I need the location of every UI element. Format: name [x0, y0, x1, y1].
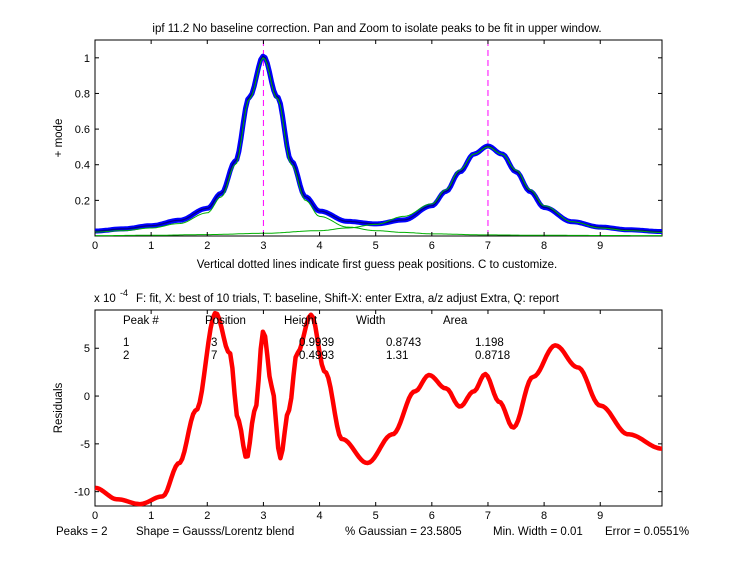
status-peaks: Peaks = 2	[56, 526, 107, 538]
table-row-1-area: 1.198	[475, 337, 504, 349]
bottom-x-tick-label: 7	[485, 510, 491, 522]
residual-header: x 10 -4 F: fit, X: best of 10 trials, T:…	[94, 288, 560, 305]
top-y-tick-label: 0.6	[75, 124, 90, 136]
top-x-tick-label: 9	[597, 240, 603, 252]
bottom-x-tick-label: 8	[541, 510, 547, 522]
top-x-tick-label: 4	[316, 240, 322, 252]
status-gaussian: % Gaussian = 23.5805	[345, 526, 462, 538]
table-row-2-height: 0.4993	[299, 350, 334, 362]
bottom-series-1-residual-markers	[94, 310, 663, 507]
results-table: Peak # Position Height Width Area 1 3 0.…	[123, 315, 510, 362]
bottom-plot-area[interactable]	[94, 309, 663, 507]
table-header-position: Position	[205, 315, 246, 327]
table-row-2-position: 7	[211, 350, 217, 362]
bottom-y-tick-label: -10	[74, 487, 90, 499]
bottom-y-tick-label: -5	[80, 439, 90, 451]
top-y-tick-label: 0.4	[75, 160, 90, 172]
top-y-tick-label: 0.2	[75, 195, 90, 207]
bottom-x-tick-label: 4	[316, 510, 322, 522]
table-row-2-peak: 2	[123, 350, 129, 362]
bottom-panel-title: F: fit, X: best of 10 trials, T: baselin…	[136, 293, 560, 305]
status-error: Error = 0.0551%	[605, 526, 689, 538]
table-header-area: Area	[443, 315, 468, 327]
table-header-peak: Peak #	[123, 315, 159, 327]
bottom-panel: x 10 -4 F: fit, X: best of 10 trials, T:…	[53, 288, 663, 522]
table-row-1-height: 0.9939	[299, 337, 334, 349]
bottom-x-tick-label: 3	[260, 510, 266, 522]
table-header-height: Height	[284, 315, 318, 327]
bottom-y-tick-label: 0	[84, 391, 90, 403]
table-header-width: Width	[356, 315, 385, 327]
exponent-label: x 10	[94, 293, 116, 305]
top-y-tick-label: 1	[84, 53, 90, 65]
table-row-2-width: 1.31	[386, 350, 408, 362]
top-panel: ipf 11.2 No baseline correction. Pan and…	[53, 23, 663, 271]
table-row-1-width: 0.8743	[386, 337, 421, 349]
top-x-tick-label: 3	[260, 240, 266, 252]
top-x-tick-label: 1	[148, 240, 154, 252]
table-row-2-area: 0.8718	[475, 350, 510, 362]
top-panel-title: ipf 11.2 No baseline correction. Pan and…	[152, 23, 601, 35]
bottom-x-tick-label: 2	[204, 510, 210, 522]
top-y-axis-label: + mode	[53, 119, 65, 158]
bottom-y-axis-label: Residuals	[53, 383, 65, 434]
top-series-4-component	[95, 146, 662, 237]
bottom-y-tick-label: 5	[84, 343, 90, 355]
status-shape: Shape = Gausss/Lorentz blend	[136, 526, 294, 538]
bottom-x-tick-label: 0	[92, 510, 98, 522]
top-x-tick-label: 5	[373, 240, 379, 252]
status-min-width: Min. Width = 0.01	[493, 526, 583, 538]
bottom-x-tick-label: 9	[597, 510, 603, 522]
status-line: Peaks = 2 Shape = Gausss/Lorentz blend %…	[56, 526, 689, 538]
top-x-axis-label: Vertical dotted lines indicate first gue…	[197, 259, 558, 271]
bottom-plot-marks: 0 1 2 3 4 5 6 7 8 9-10-505	[74, 310, 663, 522]
top-y-tick-label: 0.8	[75, 88, 90, 100]
top-plot-area[interactable]	[94, 39, 663, 237]
top-x-tick-label: 8	[541, 240, 547, 252]
top-x-tick-label: 2	[204, 240, 210, 252]
bottom-x-tick-label: 1	[148, 510, 154, 522]
bottom-x-tick-label: 5	[373, 510, 379, 522]
top-x-tick-label: 6	[429, 240, 435, 252]
top-x-tick-label: 7	[485, 240, 491, 252]
bottom-x-tick-label: 6	[429, 510, 435, 522]
table-row-1-position: 3	[211, 337, 217, 349]
top-series-3-component	[95, 57, 662, 237]
table-row-1-peak: 1	[123, 337, 129, 349]
exponent-power: -4	[120, 288, 128, 298]
top-x-tick-label: 0	[92, 240, 98, 252]
top-plot-marks: 0 1 2 3 4 5 6 7 8 9 0.2 0.4 0.6 0.8 1	[75, 40, 663, 252]
